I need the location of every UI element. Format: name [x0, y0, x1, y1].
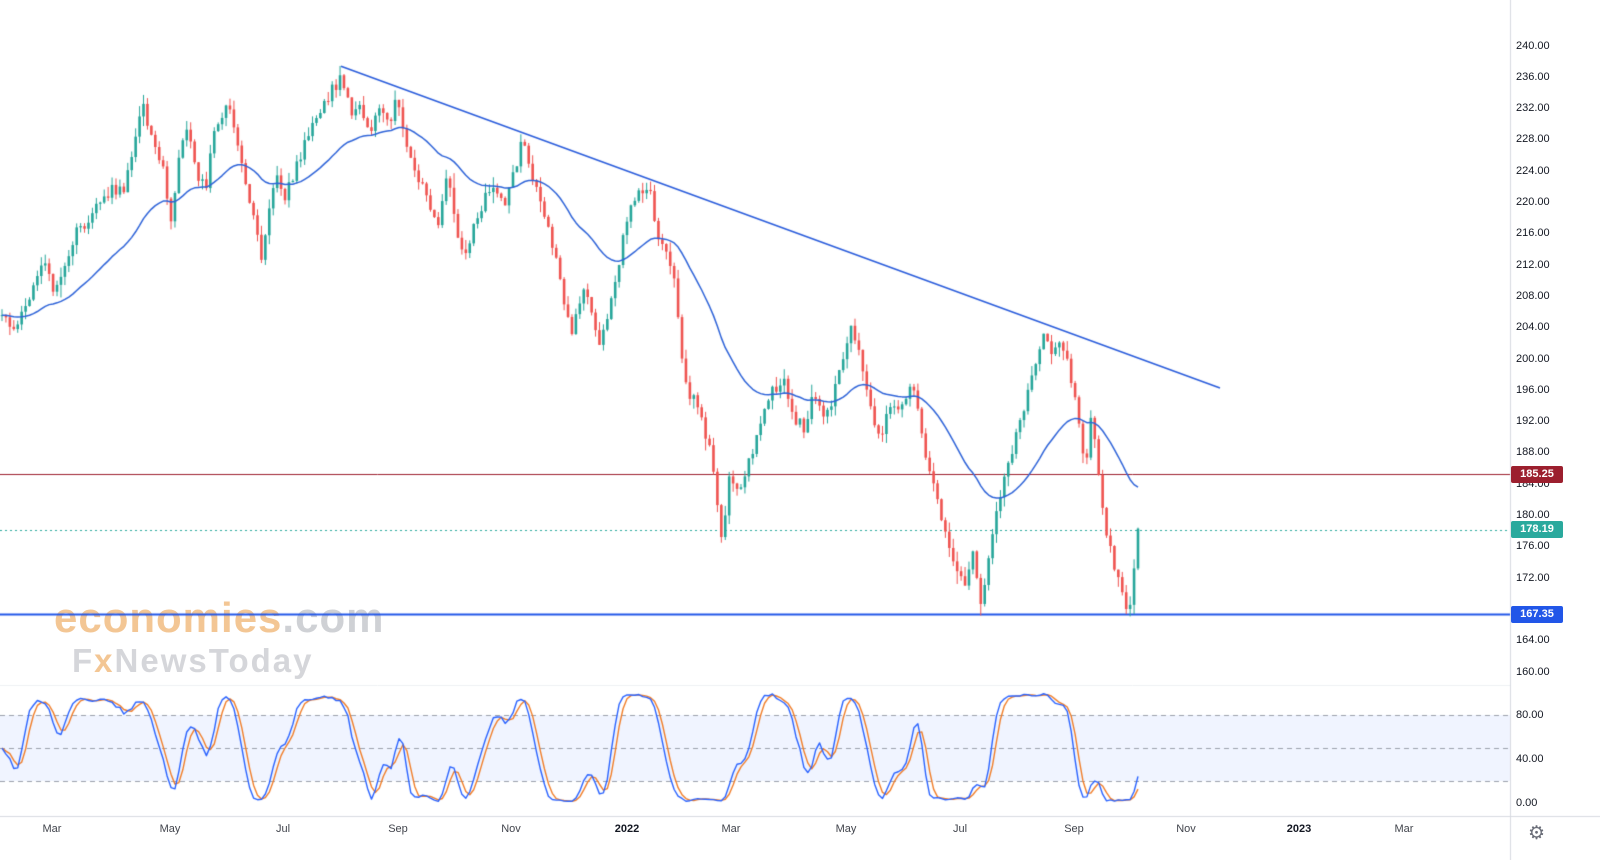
- settings-icon[interactable]: ⚙: [1528, 823, 1546, 844]
